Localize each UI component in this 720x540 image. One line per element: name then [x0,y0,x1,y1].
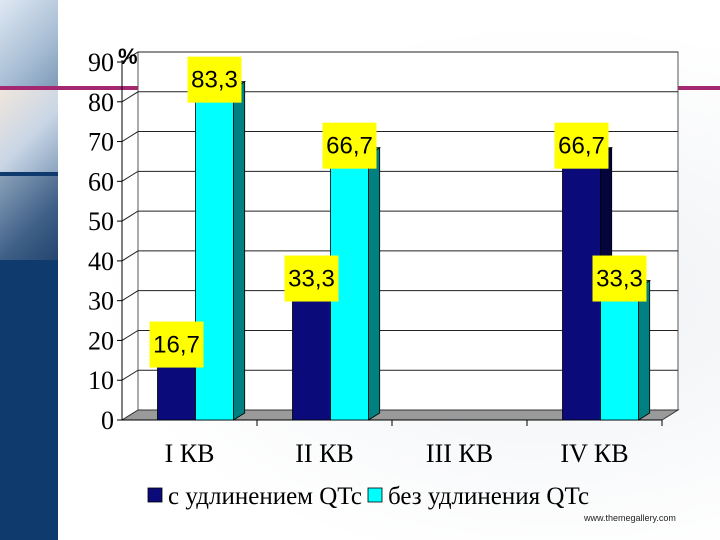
gridline [121,250,678,262]
data-label-box [149,321,204,368]
data-label: 33,3 [596,266,643,293]
y-tick-label: 80 [88,88,114,117]
y-tick-label: 50 [88,207,114,236]
bar-side [368,146,381,421]
data-label-box [284,255,339,302]
gridline [121,91,678,103]
y-tick-label: 30 [88,287,114,316]
legend-swatch [367,487,383,503]
data-label: 66,7 [558,133,605,160]
legend-label: без удлинения QTc [388,483,589,510]
y-tick-label: 20 [88,326,114,355]
data-label: 83,3 [191,67,238,94]
y-tick-label: 90 [88,48,114,77]
x-tick-label: IV КВ [560,439,628,468]
medical-photo-1 [0,0,58,86]
legend-swatch [147,487,163,503]
y-tick-label: 0 [101,406,114,435]
medical-photo-2 [0,90,58,172]
gridline [121,51,678,63]
legend-label: с удлинением QTc [168,483,362,510]
x-tick-label: III КВ [426,439,493,468]
data-label-box [322,122,377,169]
y-tick-label: 70 [88,128,114,157]
data-label: 16,7 [153,332,200,359]
y-axis-unit-label: % [118,44,138,69]
gridline [121,170,678,182]
bar [292,287,331,421]
data-label-box [187,56,242,103]
gridline [121,290,678,302]
gridline [121,210,678,222]
bar [195,88,234,421]
gridline [121,329,678,341]
data-label: 66,7 [326,133,373,160]
footer-url: www.themegallery.com [584,513,676,523]
data-label: 33,3 [288,266,335,293]
data-label-box [592,255,647,302]
x-tick-label: I КВ [165,439,215,468]
y-tick-label: 40 [88,247,114,276]
bar [600,287,639,421]
y-tick-label: 10 [88,366,114,395]
data-label-box [554,122,609,169]
gridline [121,131,678,142]
gridline [121,369,678,381]
x-tick-label: II КВ [295,439,354,468]
y-tick-label: 60 [88,167,114,196]
medical-photo-3 [0,176,58,260]
bar-side [233,80,246,421]
